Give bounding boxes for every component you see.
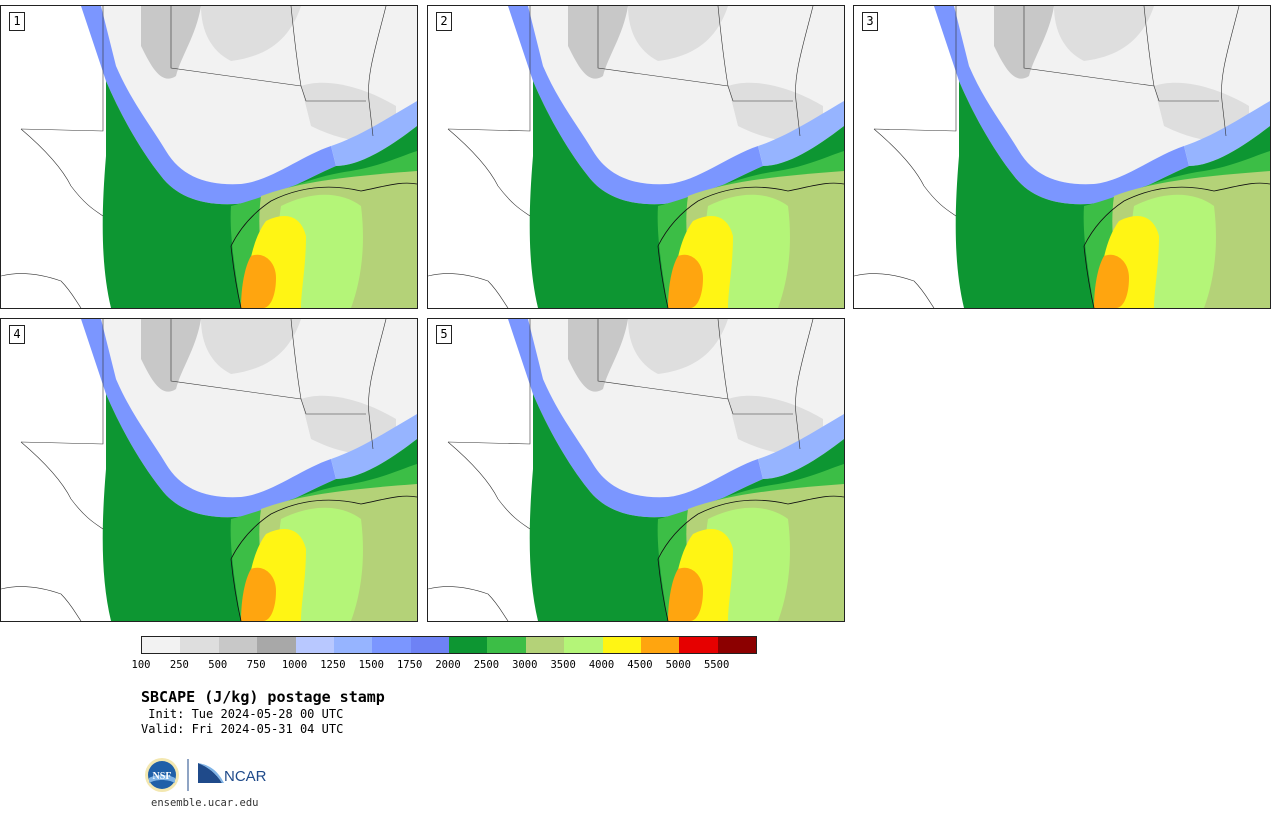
colorbar-segment-7 [410,637,449,653]
colorbar-tick-label: 5500 [703,659,730,671]
plot-title: SBCAPE (J/kg) postage stamp [141,688,385,706]
colorbar-segment-11 [564,637,603,653]
colorbar-segment-15 [717,637,756,653]
colorbar-tick-label: 1000 [281,659,308,671]
ncar-logo-icon: NCAR [198,763,267,785]
colorbar-tick-label: 1500 [358,659,384,671]
colorbar-ticks: 100 250 500 750 1000 1250 1500 1750 2000 2500 3000… [132,659,781,673]
stamp-panel-1: 1 [0,5,418,309]
colorbar-segment-13 [640,637,680,653]
colorbar-tick-label: 3500 [550,659,576,671]
colorbar-segment-10 [525,637,565,653]
colorbar-tick-label: 5000 [665,659,691,671]
colorbar-segment-9 [487,637,526,653]
sbcape-map-5 [428,319,844,621]
colorbar-segment-14 [679,637,718,653]
stamp-panel-2: 2 [427,5,845,309]
colorbar-tick-label: 100 [131,659,151,671]
panel-number-2: 2 [436,12,452,31]
svg-text:NCAR: NCAR [224,768,267,785]
colorbar-segment-6 [372,637,411,653]
colorbar-tick-label: 2000 [435,659,461,671]
colorbar-tick-label: 1750 [396,659,423,671]
sbcape-map-2 [428,6,844,308]
init-time: Init: Tue 2024-05-28 00 UTC [141,707,344,721]
valid-time: Valid: Fri 2024-05-31 04 UTC [141,722,344,736]
colorbar [141,636,757,654]
sbcape-map-1 [1,6,417,308]
colorbar-tick-label: 250 [169,659,189,671]
colorbar-tick-label: 750 [246,659,266,671]
panel-number-4: 4 [9,325,25,344]
colorbar-tick-label: 3000 [512,659,538,671]
panel-number-1: 1 [9,12,25,31]
nsf-logo-icon: NSF [145,758,179,792]
stamp-panel-4: 4 [0,318,418,622]
panel-number-3: 3 [862,12,878,31]
colorbar-tick-label: 1250 [320,659,346,671]
colorbar-segment-2 [218,637,258,653]
colorbar-segment-8 [449,637,488,653]
panel-number-5: 5 [436,325,452,344]
colorbar-segment-12 [602,637,641,653]
colorbar-tick-label: 500 [208,659,228,671]
colorbar-segment-4 [295,637,334,653]
colorbar-tick-label: 4500 [627,659,653,671]
colorbar-segment-0 [142,637,181,653]
colorbar-tick-label: 4000 [588,659,615,671]
colorbar-segment-5 [333,637,373,653]
sbcape-map-4 [1,319,417,621]
nsf-ncar-logos: NSF NCAR [145,758,267,792]
colorbar-segment-1 [180,637,219,653]
stamp-panel-5: 5 [427,318,845,622]
svg-text:NSF: NSF [153,771,172,782]
colorbar-tick-label: 2500 [473,659,500,671]
stamp-panel-3: 3 [853,5,1271,309]
colorbar-segment-3 [257,637,296,653]
sbcape-map-3 [854,6,1270,308]
website-url: ensemble.ucar.edu [151,797,259,809]
